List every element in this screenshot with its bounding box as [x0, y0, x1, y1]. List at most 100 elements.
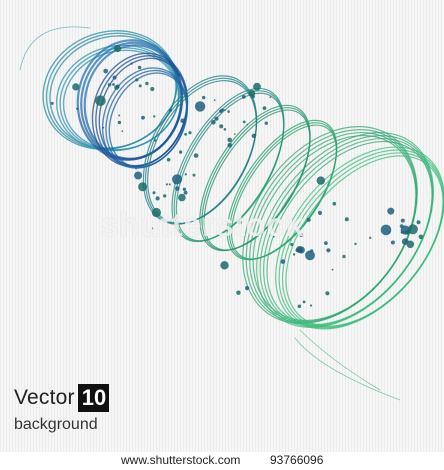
splatter-dot — [118, 114, 121, 117]
splatter-dot — [309, 304, 313, 307]
spiral-ring — [285, 155, 444, 327]
splatter-dot — [211, 120, 216, 125]
splatter-dot — [302, 300, 306, 304]
splatter-dot — [342, 254, 346, 259]
splatter-dot — [193, 153, 199, 158]
splatter-dot — [102, 126, 105, 129]
splatter-dot — [269, 96, 272, 99]
spiral-ring — [108, 72, 188, 168]
splatter-dot — [150, 86, 155, 92]
splatter-dot — [112, 75, 117, 80]
splatter-dot — [165, 183, 168, 186]
splatter-dot — [114, 44, 122, 53]
splatter-dot — [246, 123, 248, 126]
splatter-dot — [155, 196, 160, 201]
splatter-dot — [152, 191, 156, 195]
splatter-dot — [295, 248, 300, 253]
splatter-dot — [272, 235, 275, 238]
splatter-dot — [241, 95, 246, 99]
splatter-dot — [107, 83, 112, 87]
splatter-dot — [95, 95, 106, 106]
footer-bar: www.shutterstock.com 93766096 — [0, 452, 444, 470]
splatter-dot — [213, 99, 216, 101]
splatter-dot — [174, 182, 176, 185]
splatter-dot — [221, 108, 224, 111]
splatter-dot — [220, 261, 229, 270]
splatter-dot — [387, 207, 395, 215]
splatter-dot — [134, 171, 143, 180]
splatter-dot — [163, 194, 167, 198]
splatter-dot — [227, 137, 232, 143]
splatter-dot — [306, 217, 311, 222]
splatter-dot — [380, 224, 392, 236]
splatter-dot — [390, 240, 395, 245]
splatter-dot — [280, 259, 286, 264]
spiral-ring — [203, 109, 311, 251]
splatter-dot — [115, 84, 120, 89]
spiral-trail — [294, 337, 401, 401]
splatter-dot — [264, 121, 268, 125]
caption-title: Vector — [14, 386, 75, 409]
splatter-dot — [326, 248, 331, 253]
spiral-ring — [62, 49, 180, 151]
splatter-dot — [176, 72, 181, 77]
splatter-dot — [369, 236, 372, 239]
splatter-dot — [332, 201, 337, 206]
splatter-dot — [145, 81, 149, 86]
splatter-dot — [344, 217, 349, 222]
splatter-dot — [76, 107, 79, 111]
splatter-dot — [416, 220, 421, 225]
spiral-ring — [231, 124, 337, 260]
splatter-dot — [219, 109, 223, 114]
splatter-dot — [406, 240, 415, 249]
splatter-dot — [175, 186, 180, 191]
splatter-dot — [50, 101, 54, 105]
splatter-dot — [182, 187, 187, 191]
splatter-dot — [121, 130, 124, 133]
spiral-trail — [299, 329, 381, 391]
splatter-dot — [262, 106, 267, 110]
spiral-ring — [42, 30, 178, 150]
splatter-dot — [137, 65, 142, 70]
spiral-ring — [147, 80, 257, 224]
splatter-dot — [180, 118, 185, 123]
splatter-dot — [202, 95, 206, 100]
splatter-dot — [194, 101, 206, 112]
splatter-dot — [184, 132, 188, 136]
splatter-dot — [135, 167, 138, 170]
splatter-dot — [214, 116, 219, 121]
spiral-ring — [252, 134, 417, 322]
artwork-canvas: shutterstock Vector 10 background — [0, 0, 444, 452]
splatter-dot — [154, 139, 157, 142]
splatter-dot — [325, 291, 330, 296]
splatter-dot — [245, 286, 250, 291]
spiral-ring — [83, 44, 183, 160]
splatter-dot — [219, 124, 224, 129]
splatter-dot — [151, 207, 161, 218]
splatter-dot — [223, 128, 227, 131]
splatter-dot — [183, 190, 188, 195]
caption-subtitle: background — [14, 416, 98, 433]
splatter-dot — [354, 242, 357, 246]
splatter-dot — [242, 120, 246, 124]
splatter-dot — [227, 110, 230, 113]
splatter-dot — [299, 233, 304, 237]
splatter-dot — [153, 115, 156, 118]
splatter-dot — [117, 120, 122, 125]
splatter-dot — [72, 83, 80, 91]
caption: Vector 10 background — [14, 384, 110, 434]
splatter-dot — [188, 131, 192, 135]
splatter-dot — [103, 68, 109, 74]
splatter-dot — [316, 176, 325, 185]
splatter-dot — [184, 173, 187, 176]
splatter-dot — [290, 242, 294, 247]
splatter-dot — [178, 150, 183, 154]
footer-image-id: 93766096 — [270, 453, 324, 467]
splatter-dot — [253, 82, 261, 91]
caption-badge: 10 — [77, 384, 110, 412]
splatter-dot — [297, 304, 302, 309]
splatter-dot — [168, 183, 171, 186]
splatter-dot — [237, 220, 242, 225]
splatter-dot — [400, 218, 405, 223]
splatter-dot — [251, 133, 257, 139]
